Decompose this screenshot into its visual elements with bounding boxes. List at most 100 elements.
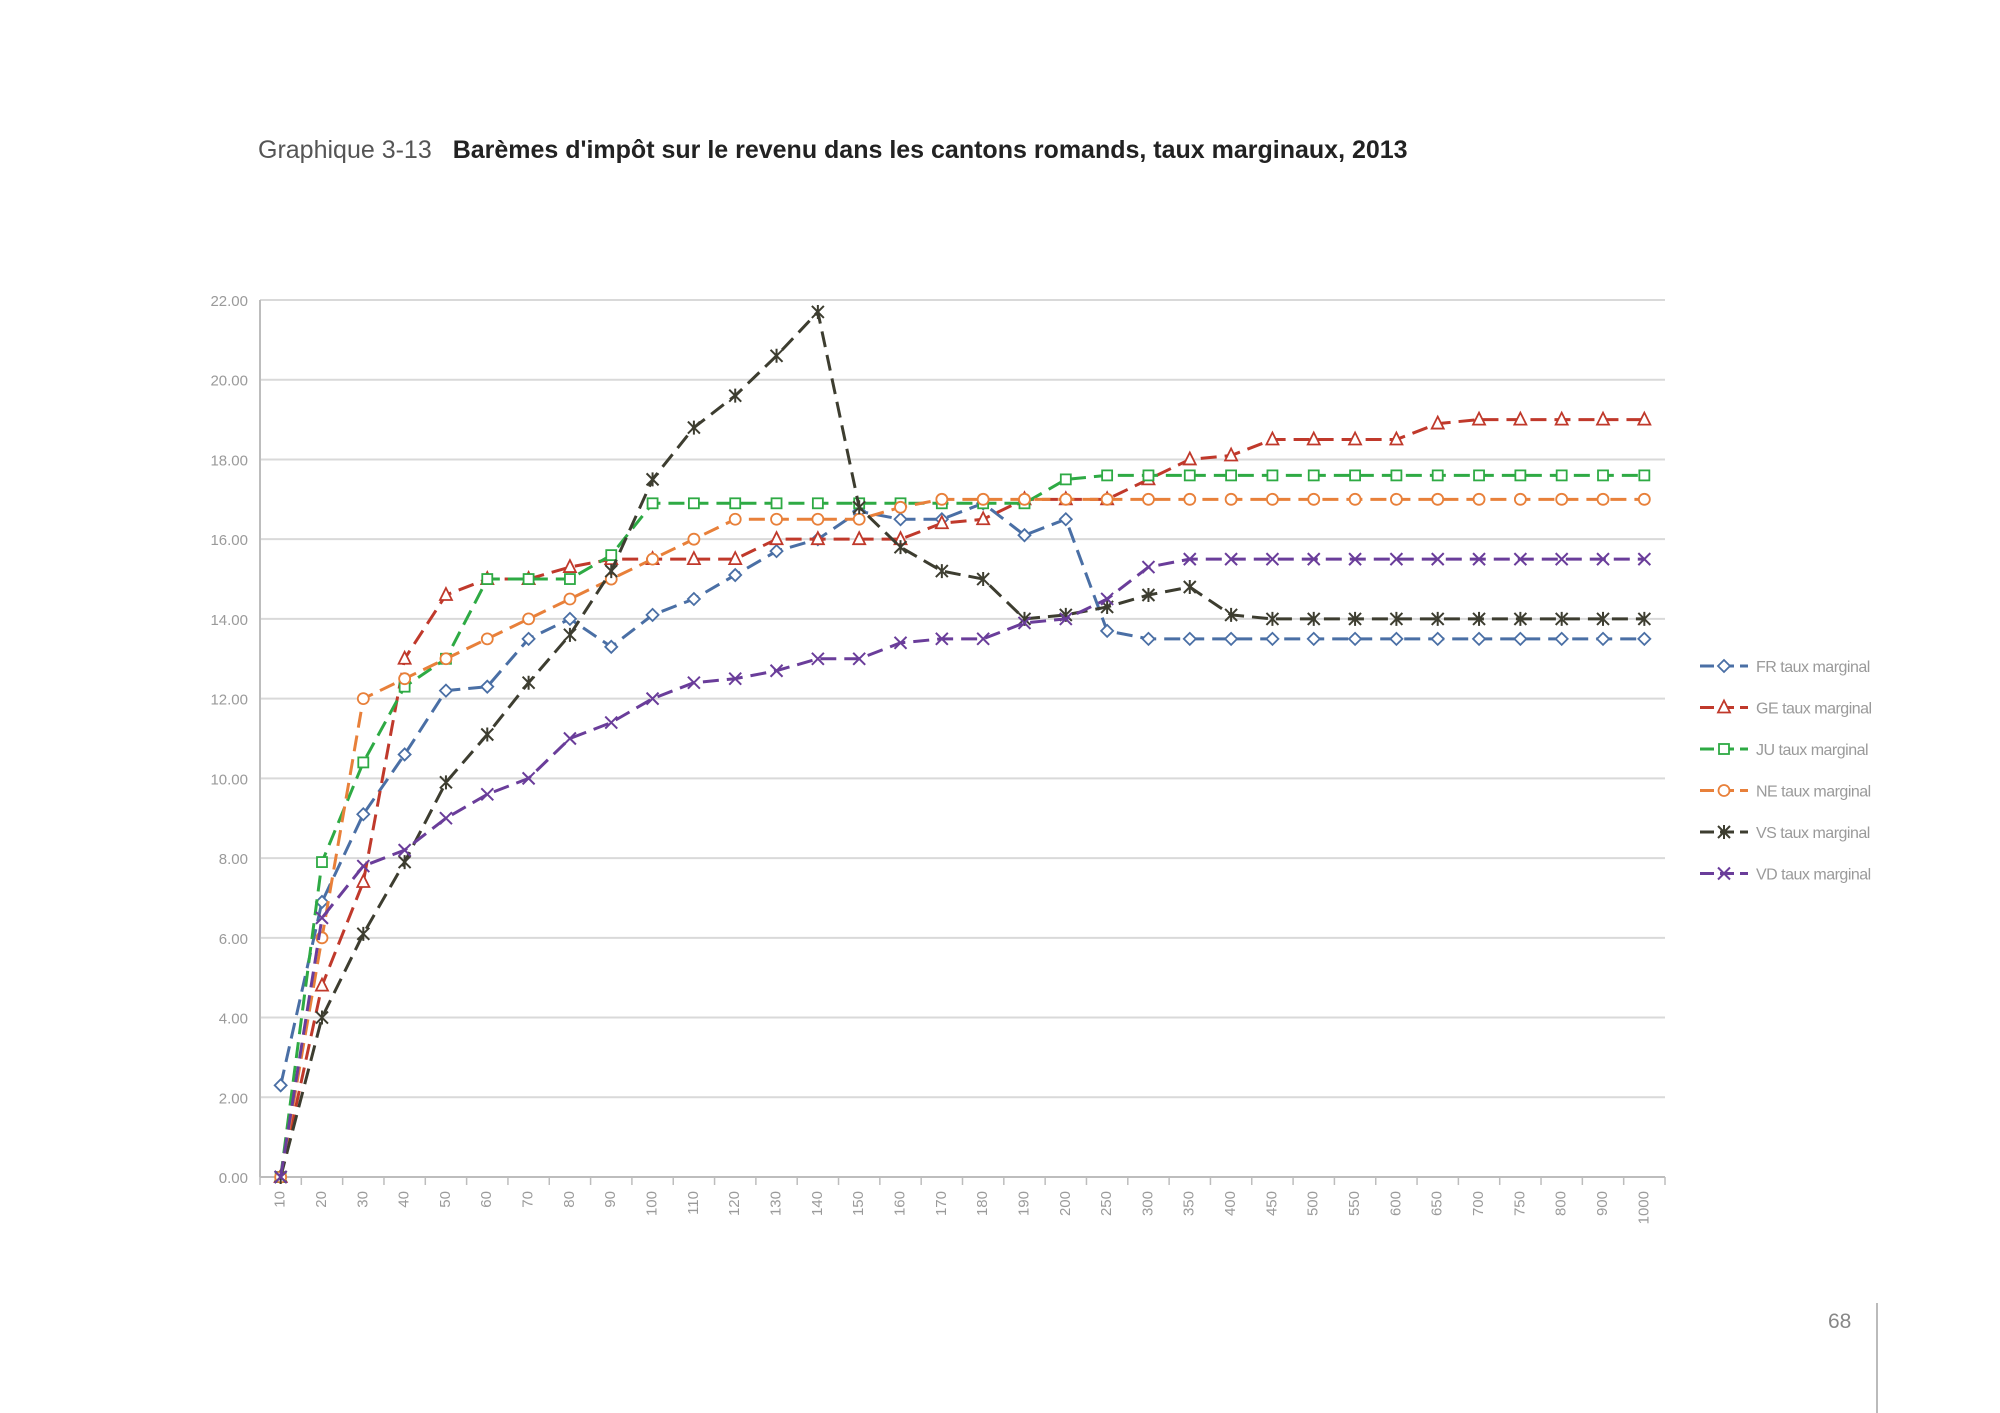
x-tick-label: 500 xyxy=(1305,1191,1322,1216)
data-point xyxy=(1266,469,1279,482)
x-tick-label: 90 xyxy=(602,1191,619,1208)
data-point xyxy=(1554,410,1570,426)
legend-label: FR taux marginal xyxy=(1756,659,1870,676)
data-point xyxy=(1223,446,1239,462)
x-tick-label: 900 xyxy=(1594,1191,1611,1216)
data-point xyxy=(645,691,660,706)
data-point xyxy=(976,632,990,646)
data-point xyxy=(1307,469,1320,482)
data-point xyxy=(1471,410,1487,426)
data-point xyxy=(1100,492,1114,506)
data-point xyxy=(1349,469,1361,482)
data-point xyxy=(1266,492,1279,506)
data-point xyxy=(563,592,577,606)
series-ne xyxy=(274,492,1651,1184)
x-tick-label: 160 xyxy=(891,1191,908,1216)
data-point xyxy=(935,632,949,646)
data-point xyxy=(439,652,453,666)
data-point xyxy=(729,497,742,510)
data-point xyxy=(934,514,950,530)
legend-marker xyxy=(1716,658,1732,674)
data-point xyxy=(1141,587,1156,602)
series-fr xyxy=(273,496,1652,1093)
x-tick-label: 190 xyxy=(1015,1191,1032,1216)
y-tick-label: 12.00 xyxy=(210,692,248,709)
legend-item: VS taux marginal xyxy=(1700,825,1870,842)
figure-title: Barèmes d'impôt sur le revenu dans les c… xyxy=(452,136,1408,164)
data-point xyxy=(1183,580,1197,595)
data-point xyxy=(1306,430,1322,446)
data-point xyxy=(439,811,453,825)
data-point xyxy=(1059,612,1073,626)
legend-item: VD taux marginal xyxy=(1700,867,1871,884)
data-point xyxy=(1348,552,1362,566)
data-point xyxy=(1512,410,1528,426)
data-point xyxy=(397,855,412,870)
data-point xyxy=(728,388,742,403)
x-tick-label: 30 xyxy=(354,1191,371,1208)
data-point xyxy=(1182,450,1198,466)
x-tick-label: 70 xyxy=(520,1191,537,1208)
data-point xyxy=(1141,560,1156,574)
data-point xyxy=(603,639,619,655)
data-point xyxy=(1265,631,1280,647)
data-point xyxy=(273,1078,288,1093)
data-point xyxy=(439,775,453,790)
x-tick-label: 650 xyxy=(1429,1191,1446,1216)
legend-marker xyxy=(1717,866,1731,881)
data-point xyxy=(769,664,784,678)
data-point xyxy=(605,549,618,562)
data-point xyxy=(563,627,577,642)
data-point xyxy=(1555,492,1569,506)
data-point xyxy=(480,679,495,694)
data-point xyxy=(521,771,536,786)
data-point xyxy=(810,530,826,546)
data-point xyxy=(273,1170,288,1184)
data-point xyxy=(1513,631,1528,647)
data-point xyxy=(1389,611,1404,626)
data-point xyxy=(1431,611,1445,626)
data-point xyxy=(1431,552,1445,566)
x-tick-label: 400 xyxy=(1222,1191,1239,1216)
data-point xyxy=(811,512,825,526)
x-tick-label: 140 xyxy=(809,1191,826,1216)
data-point xyxy=(1348,492,1362,506)
data-point xyxy=(727,567,743,583)
x-tick-label: 800 xyxy=(1553,1191,1570,1216)
data-point xyxy=(1141,631,1156,647)
data-point xyxy=(1388,430,1404,446)
data-point xyxy=(1596,552,1610,566)
data-point xyxy=(893,540,908,555)
data-point xyxy=(1472,611,1486,626)
x-tick-label: 550 xyxy=(1346,1191,1363,1216)
data-point xyxy=(770,497,783,510)
data-point xyxy=(1101,469,1114,482)
data-point xyxy=(1183,492,1197,506)
x-tick-label: 750 xyxy=(1511,1191,1528,1216)
data-point xyxy=(1142,469,1155,482)
data-point xyxy=(1183,552,1197,566)
data-point xyxy=(1017,527,1032,543)
x-tick-label: 300 xyxy=(1139,1191,1156,1216)
data-point xyxy=(1431,469,1444,482)
data-point xyxy=(315,1010,329,1025)
data-point xyxy=(480,787,494,802)
data-point xyxy=(397,649,413,665)
y-tick-label: 14.00 xyxy=(210,612,248,629)
series-ju xyxy=(274,469,1651,1183)
data-point xyxy=(1182,631,1198,647)
data-point xyxy=(811,652,825,666)
data-point xyxy=(645,472,660,487)
legend-label: JU taux marginal xyxy=(1756,742,1868,759)
data-point xyxy=(1183,469,1196,482)
data-point xyxy=(1389,492,1403,506)
data-point xyxy=(522,612,536,626)
data-point xyxy=(935,492,949,506)
data-point xyxy=(604,564,618,579)
chart-title: Graphique 3-13 Barèmes d'impôt sur le re… xyxy=(258,136,1408,165)
x-tick-label: 600 xyxy=(1387,1191,1404,1216)
data-point xyxy=(770,512,783,526)
data-point xyxy=(976,572,990,587)
legend-item: FR taux marginal xyxy=(1700,658,1870,676)
x-tick-label: 1000 xyxy=(1635,1191,1652,1224)
